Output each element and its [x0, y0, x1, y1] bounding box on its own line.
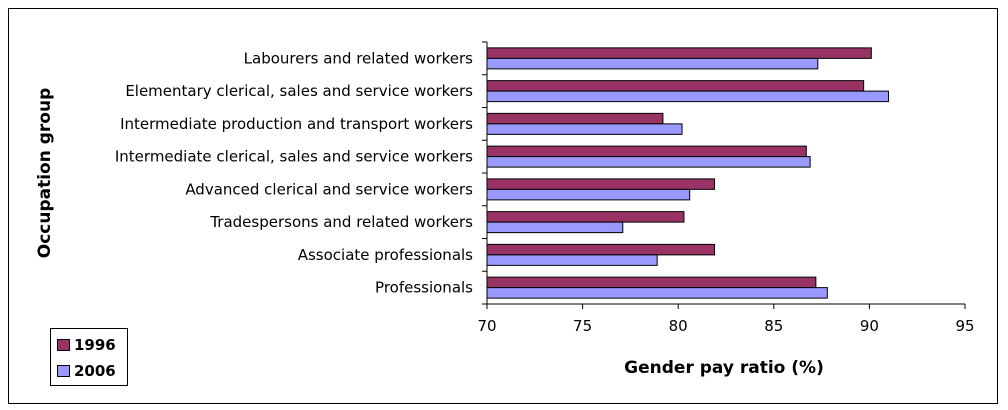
- bar-1996-5: [486, 211, 685, 223]
- category-label: Associate professionals: [298, 246, 473, 264]
- category-label: Intermediate production and transport wo…: [120, 115, 473, 133]
- bar-2006-2: [486, 123, 683, 135]
- bar-2006-5: [486, 221, 624, 234]
- bar-1996-7: [486, 276, 817, 289]
- bar-2006-0: [486, 57, 819, 70]
- bar-2006-1: [486, 90, 890, 103]
- legend-item-2006: 2006: [57, 361, 116, 381]
- legend-swatch-2006: [57, 365, 70, 377]
- bar-1996-4: [486, 178, 716, 190]
- chart-frame: [8, 8, 998, 404]
- bar-1996-2: [486, 112, 664, 125]
- category-label: Elementary clerical, sales and service w…: [125, 82, 473, 100]
- x-axis-title: Gender pay ratio (%): [624, 358, 824, 378]
- bar-2006-7: [486, 287, 828, 299]
- category-labels: Labourers and related workers Elementary …: [115, 49, 473, 296]
- legend-label-2006: 2006: [74, 362, 116, 380]
- x-tick-label: 95: [955, 317, 974, 335]
- legend-swatch-1996: [57, 339, 70, 351]
- category-label: Labourers and related workers: [244, 49, 474, 67]
- bar-2006-6: [486, 254, 658, 266]
- bars-group: [486, 47, 890, 299]
- x-tick-label: 70: [477, 317, 496, 335]
- category-label: Tradespersons and related workers: [209, 213, 473, 231]
- bar-1996-3: [486, 145, 807, 158]
- bar-1996-1: [486, 80, 865, 92]
- x-tick-label: 80: [669, 317, 688, 335]
- legend-label-1996: 1996: [74, 336, 116, 354]
- legend-item-1996: 1996: [57, 335, 116, 355]
- category-label: Professionals: [375, 279, 473, 297]
- bar-2006-3: [486, 156, 811, 168]
- x-tick-label: 85: [764, 317, 783, 335]
- y-axis-title: Occupation group: [35, 88, 55, 259]
- bar-1996-0: [486, 47, 872, 59]
- x-tick-label: 75: [573, 317, 592, 335]
- tick-labels: 70 75 80 85 90 95: [477, 317, 974, 335]
- category-label: Intermediate clerical, sales and service…: [115, 148, 473, 166]
- axes-group: [482, 41, 966, 309]
- category-label: Advanced clerical and service workers: [185, 180, 473, 198]
- bar-2006-4: [486, 188, 691, 201]
- x-tick-label: 90: [860, 317, 879, 335]
- legend: 1996 2006: [50, 328, 128, 386]
- bar-1996-6: [486, 243, 716, 256]
